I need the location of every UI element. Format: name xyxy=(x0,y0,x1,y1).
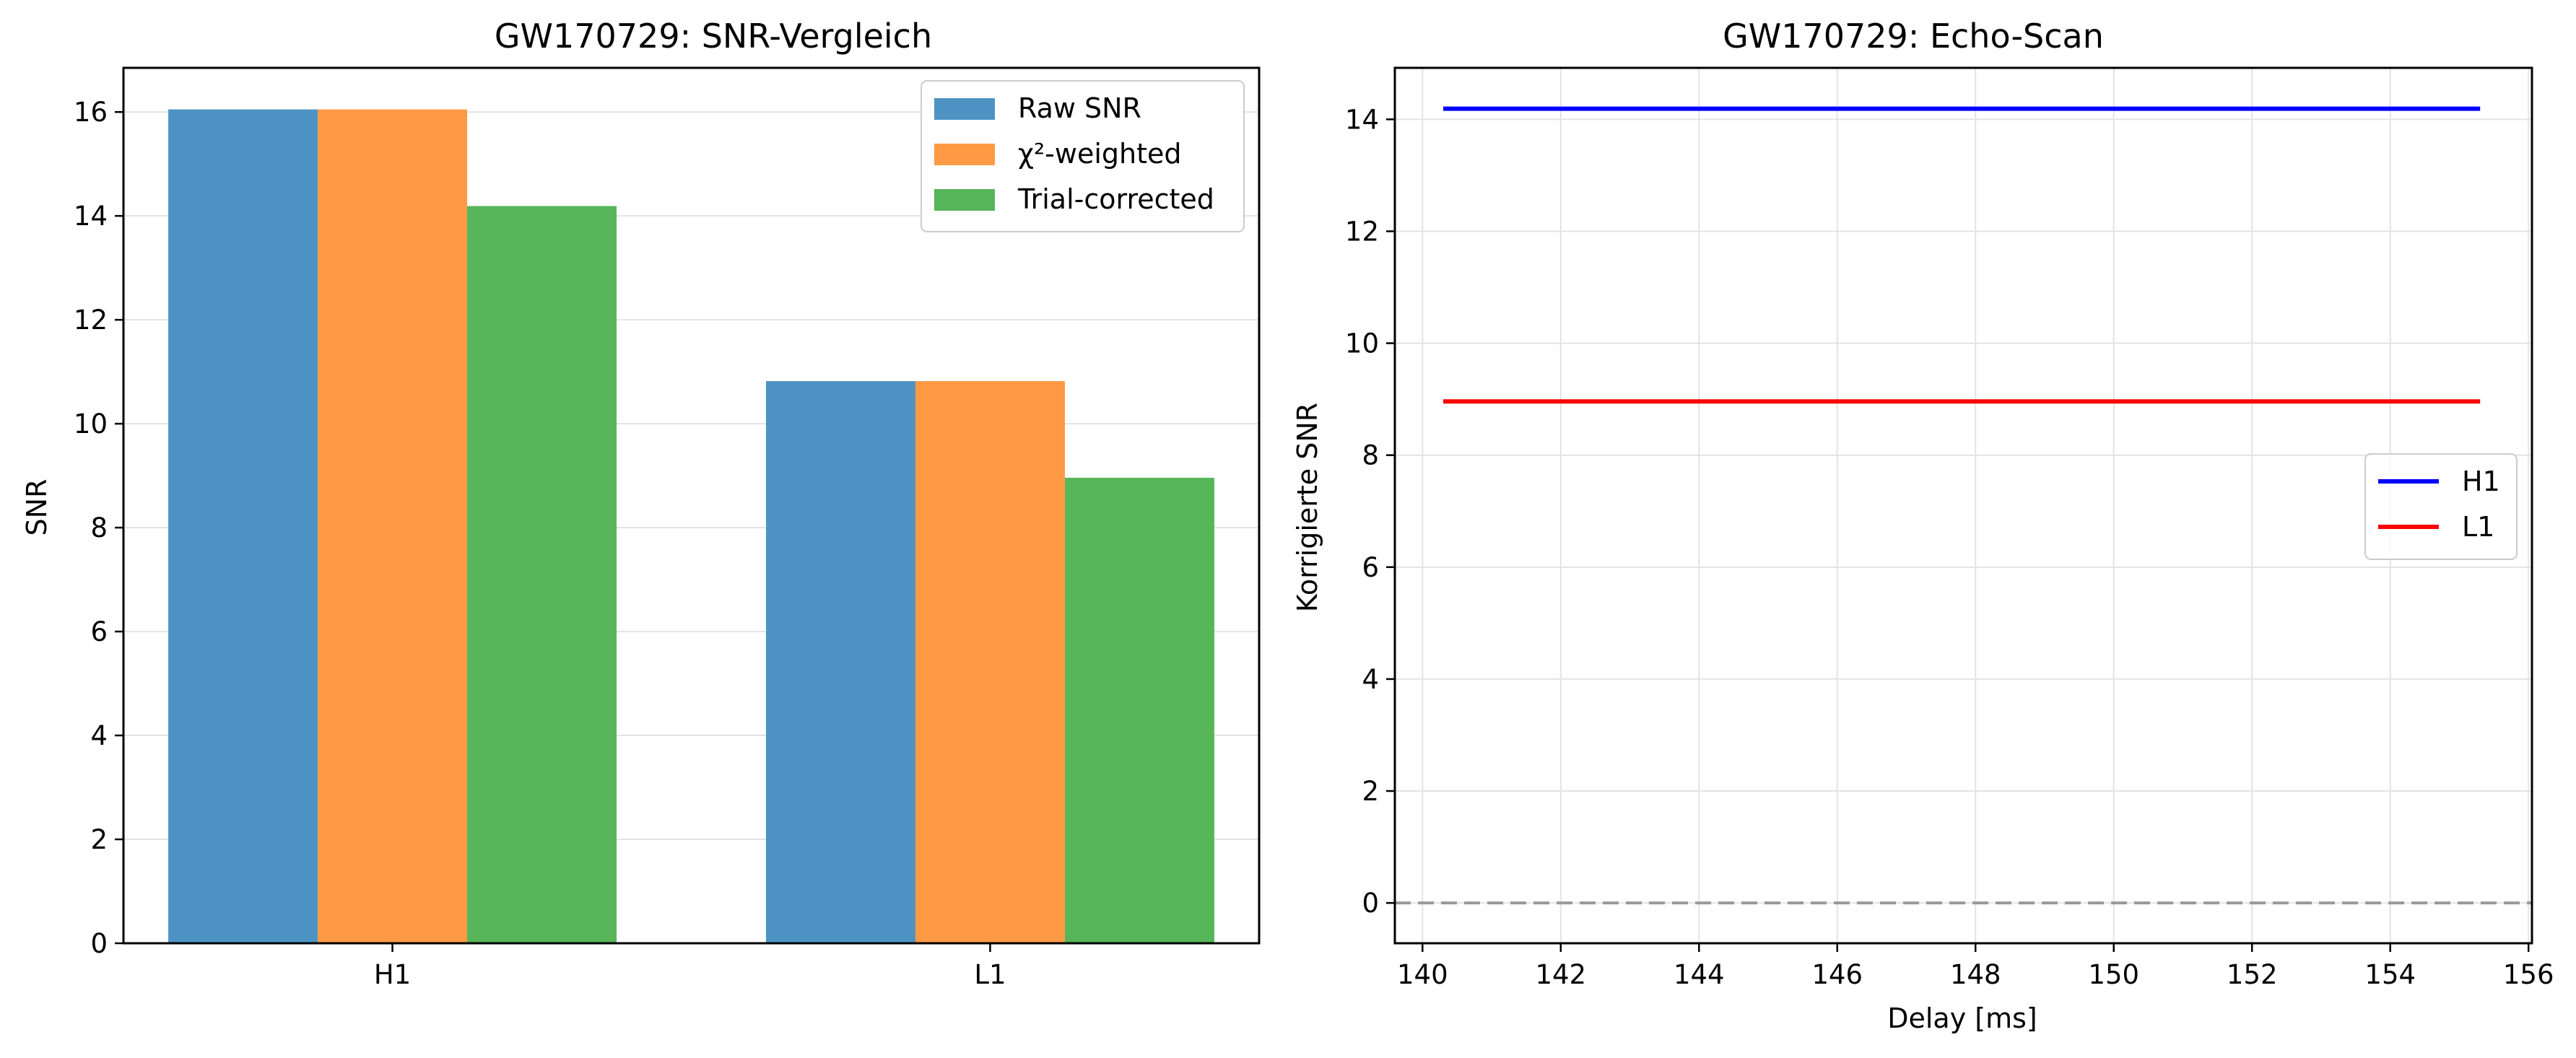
y-tick-label: 14 xyxy=(74,201,108,232)
x-tick-label: H1 xyxy=(374,959,411,990)
legend-box xyxy=(921,80,1245,232)
bar-weighted-l1 xyxy=(915,381,1065,943)
legend-label: Trial-corrected xyxy=(1017,183,1214,215)
x-ticks: H1 L1 xyxy=(374,943,1006,990)
y-tick-label: 0 xyxy=(90,928,108,959)
legend-label: Raw SNR xyxy=(1018,92,1141,124)
x-tick-label: 148 xyxy=(1950,959,2001,990)
y-tick-label: 4 xyxy=(90,720,108,751)
bar-trial-corrected-h1 xyxy=(467,206,617,944)
y-tick-label: 10 xyxy=(1345,328,1379,359)
snr-comparison-chart: GW170729: SNR-Vergleich SNR 0 2 4 6 8 10 12 14 1… xyxy=(21,17,1261,990)
legend-swatch-raw-snr xyxy=(934,98,995,120)
x-tick-label: 152 xyxy=(2227,959,2278,990)
chart-title: GW170729: SNR-Vergleich xyxy=(495,17,932,56)
y-tick-label: 10 xyxy=(74,408,108,440)
gridlines xyxy=(1395,68,2532,943)
y-axis-label: SNR xyxy=(21,479,53,536)
y-tick-label: 4 xyxy=(1362,664,1379,695)
plot-frame xyxy=(1393,66,2533,945)
y-tick-label: 8 xyxy=(1362,440,1379,471)
y-tick-label: 8 xyxy=(90,512,108,543)
x-tick-label: 150 xyxy=(2088,959,2139,990)
y-tick-label: 2 xyxy=(90,824,108,855)
y-tick-label: 12 xyxy=(74,305,108,336)
legend-label: H1 xyxy=(2462,465,2500,497)
y-tick-label: 6 xyxy=(1362,552,1379,583)
legend-swatch-weighted xyxy=(934,144,995,165)
bar-weighted-h1 xyxy=(318,109,468,944)
legend: Raw SNR χ²-weighted Trial-corrected xyxy=(921,80,1245,232)
x-tick-label: 146 xyxy=(1811,959,1863,990)
x-tick-label: 140 xyxy=(1397,959,1448,990)
bar-raw-snr-l1 xyxy=(765,381,915,943)
legend-label: χ²-weighted xyxy=(1018,138,1182,170)
y-tick-label: 16 xyxy=(74,97,108,128)
y-ticks: 0 2 4 6 8 10 12 14 xyxy=(1345,104,1395,919)
legend-swatch-trial-corrected xyxy=(934,189,995,211)
plot-frame xyxy=(122,66,1261,945)
x-tick-label: L1 xyxy=(974,959,1006,990)
chart-title: GW170729: Echo-Scan xyxy=(1723,17,2104,56)
y-tick-label: 0 xyxy=(1362,888,1379,919)
x-tick-label: 142 xyxy=(1535,959,1586,990)
y-axis-label: Korrigierte SNR xyxy=(1292,403,1323,612)
y-tick-label: 14 xyxy=(1345,104,1379,135)
x-ticks: 140 142 144 146 148 150 152 154 156 xyxy=(1397,943,2554,990)
y-ticks: 0 2 4 6 8 10 12 14 16 xyxy=(74,97,123,959)
y-tick-label: 2 xyxy=(1362,776,1379,807)
legend-label: L1 xyxy=(2462,511,2494,543)
bar-raw-snr-h1 xyxy=(168,109,318,944)
echo-scan-chart: GW170729: Echo-Scan Korrigierte SNR Dela… xyxy=(1292,17,2554,1034)
bar-trial-corrected-l1 xyxy=(1064,477,1214,943)
x-tick-label: 144 xyxy=(1674,959,1725,990)
y-tick-label: 6 xyxy=(90,616,108,647)
x-tick-label: 156 xyxy=(2503,959,2554,990)
y-tick-label: 12 xyxy=(1345,216,1379,247)
x-axis-label: Delay [ms] xyxy=(1887,1002,2037,1034)
line-series xyxy=(1443,106,2481,404)
bar-series xyxy=(168,109,1214,944)
x-tick-label: 154 xyxy=(2364,959,2416,990)
